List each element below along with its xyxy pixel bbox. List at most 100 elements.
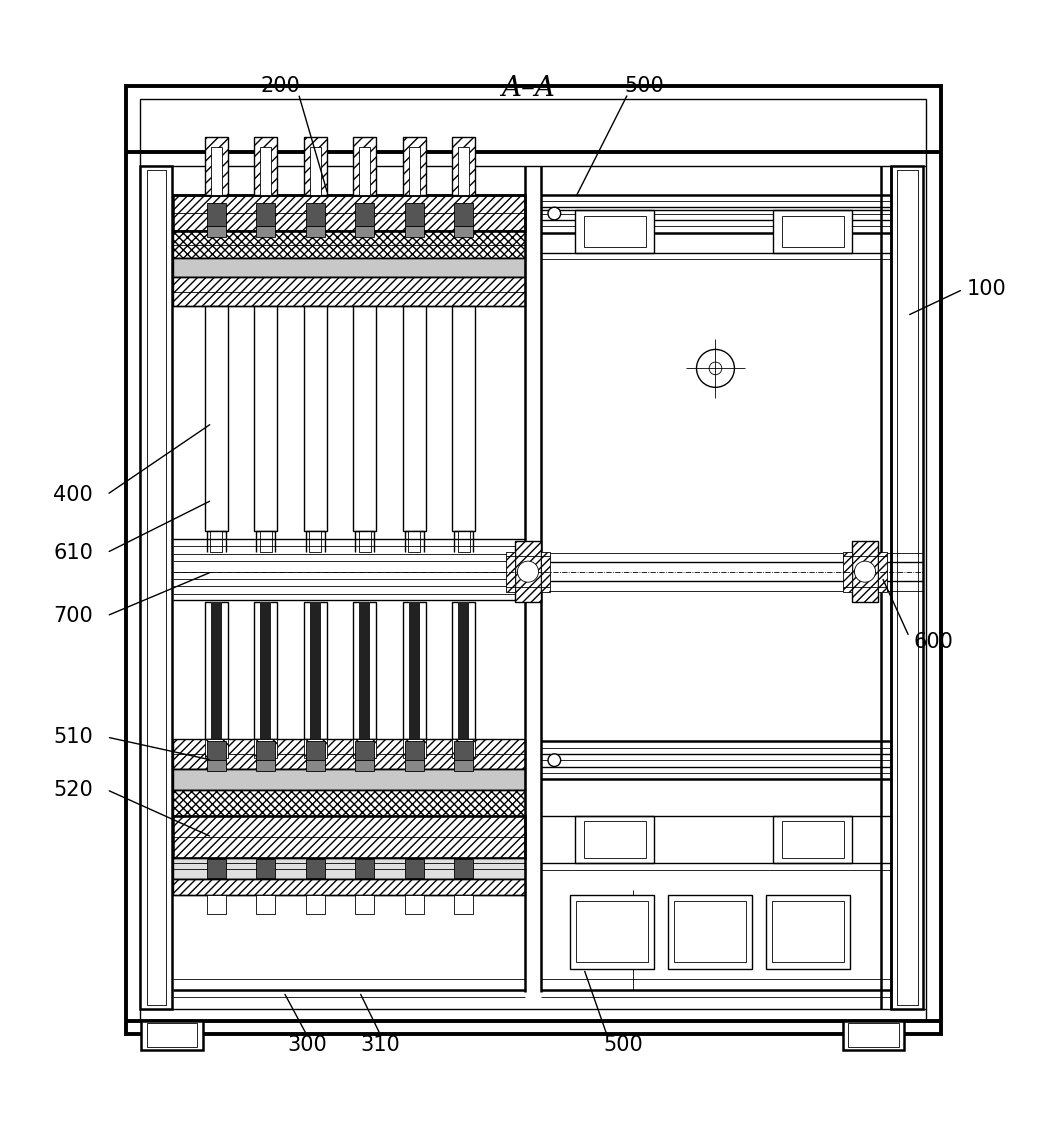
- Text: 200: 200: [261, 76, 300, 97]
- Bar: [458, 603, 469, 739]
- Bar: [576, 816, 655, 863]
- Bar: [173, 858, 525, 879]
- Bar: [140, 166, 172, 1009]
- Bar: [257, 204, 275, 226]
- Bar: [257, 761, 275, 771]
- Bar: [359, 603, 370, 739]
- Bar: [205, 603, 228, 739]
- Bar: [406, 860, 423, 878]
- Bar: [584, 216, 646, 247]
- Text: A–A: A–A: [501, 75, 555, 101]
- Bar: [781, 821, 844, 858]
- Bar: [879, 551, 887, 591]
- Bar: [456, 306, 471, 531]
- Bar: [207, 895, 226, 914]
- Bar: [211, 603, 222, 739]
- Bar: [772, 902, 844, 962]
- Bar: [306, 895, 325, 914]
- Bar: [584, 821, 646, 858]
- Bar: [454, 741, 473, 762]
- Bar: [173, 258, 525, 276]
- Bar: [773, 210, 852, 252]
- Bar: [304, 603, 327, 739]
- Bar: [353, 739, 376, 758]
- Bar: [456, 603, 471, 739]
- Bar: [541, 551, 549, 591]
- Bar: [458, 147, 469, 194]
- Bar: [254, 739, 278, 758]
- Bar: [310, 603, 321, 739]
- Bar: [402, 306, 426, 531]
- Bar: [515, 541, 541, 603]
- Bar: [173, 232, 525, 258]
- Bar: [126, 86, 941, 1034]
- Bar: [356, 204, 374, 226]
- Bar: [147, 1023, 197, 1047]
- Bar: [356, 226, 374, 236]
- Bar: [209, 306, 224, 531]
- Bar: [570, 895, 655, 969]
- Bar: [259, 603, 274, 739]
- Bar: [210, 531, 222, 551]
- Circle shape: [548, 207, 561, 219]
- Bar: [406, 741, 423, 762]
- Circle shape: [854, 562, 875, 582]
- Bar: [844, 551, 852, 591]
- Text: 500: 500: [603, 1035, 643, 1054]
- Text: 610: 610: [53, 542, 93, 563]
- Bar: [207, 860, 226, 878]
- Bar: [308, 306, 323, 531]
- Bar: [843, 1021, 904, 1049]
- Bar: [773, 816, 852, 863]
- Text: 520: 520: [53, 780, 93, 799]
- Bar: [209, 603, 224, 739]
- Text: 100: 100: [966, 280, 1006, 299]
- Bar: [852, 541, 879, 603]
- Bar: [173, 194, 525, 232]
- Bar: [359, 531, 371, 551]
- Bar: [409, 603, 419, 739]
- Bar: [306, 204, 324, 226]
- Circle shape: [697, 349, 734, 388]
- Bar: [257, 860, 275, 878]
- Bar: [402, 739, 426, 758]
- Bar: [211, 147, 222, 194]
- Bar: [261, 603, 271, 739]
- Bar: [406, 761, 423, 771]
- Bar: [306, 761, 324, 771]
- Bar: [452, 603, 475, 739]
- Bar: [402, 603, 426, 739]
- Bar: [304, 136, 327, 194]
- Bar: [452, 306, 475, 531]
- Bar: [355, 895, 374, 914]
- Bar: [356, 741, 374, 762]
- Bar: [402, 136, 426, 194]
- Bar: [454, 860, 473, 878]
- Text: 600: 600: [913, 632, 954, 653]
- Bar: [306, 741, 324, 762]
- Bar: [260, 531, 271, 551]
- Bar: [452, 136, 475, 194]
- Bar: [304, 739, 327, 758]
- Bar: [306, 860, 324, 878]
- Bar: [406, 204, 423, 226]
- Text: 510: 510: [53, 727, 93, 747]
- Bar: [205, 306, 228, 531]
- Bar: [356, 860, 374, 878]
- Bar: [304, 306, 327, 531]
- Bar: [897, 171, 918, 1004]
- Bar: [668, 895, 752, 969]
- Bar: [454, 204, 473, 226]
- Bar: [407, 306, 421, 531]
- Bar: [766, 895, 850, 969]
- Bar: [173, 276, 525, 306]
- Circle shape: [548, 754, 561, 766]
- Bar: [406, 226, 423, 236]
- Circle shape: [517, 562, 539, 582]
- Bar: [353, 136, 376, 194]
- Text: 310: 310: [361, 1035, 400, 1054]
- Bar: [848, 1023, 899, 1047]
- Bar: [454, 895, 473, 914]
- Bar: [891, 166, 923, 1009]
- Bar: [357, 306, 372, 531]
